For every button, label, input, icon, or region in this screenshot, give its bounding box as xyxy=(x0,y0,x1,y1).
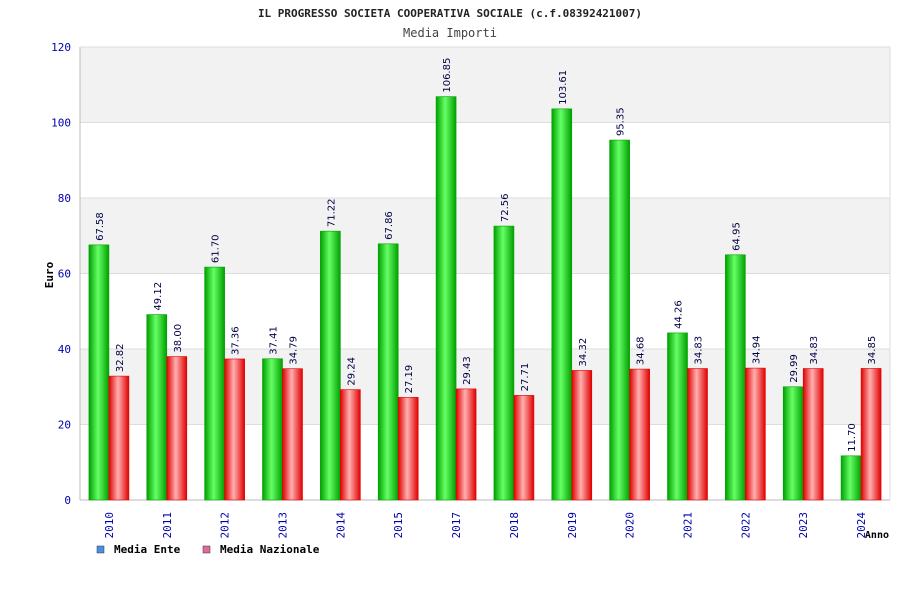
y-tick-label: 0 xyxy=(64,494,71,507)
bar-media-ente xyxy=(667,332,688,501)
x-tick-label: 2019 xyxy=(566,512,579,539)
data-label-media-ente: 37.41 xyxy=(269,326,280,355)
bar-media-nazionale xyxy=(282,368,303,501)
bar-media-nazionale xyxy=(513,395,535,501)
bar-media-nazionale xyxy=(571,370,593,501)
data-label-media-ente: 11.70 xyxy=(847,423,858,452)
bar-media-ente xyxy=(146,314,168,501)
bar-media-nazionale xyxy=(455,388,477,501)
y-tick-label: 60 xyxy=(58,268,71,281)
data-label-media-nazionale: 34.79 xyxy=(289,336,300,365)
data-label-media-ente: 61.70 xyxy=(211,234,222,263)
x-tick-label: 2015 xyxy=(392,512,405,539)
data-label-media-nazionale: 32.82 xyxy=(115,343,126,372)
x-tick-label: 2018 xyxy=(508,512,521,539)
data-label-media-ente: 67.86 xyxy=(384,211,395,240)
data-label-media-nazionale: 34.94 xyxy=(751,335,762,364)
bar-media-ente xyxy=(782,386,804,501)
data-label-media-nazionale: 37.36 xyxy=(231,326,242,355)
data-label-media-nazionale: 34.83 xyxy=(809,336,820,365)
x-tick-label: 2012 xyxy=(219,512,232,539)
data-label-media-ente: 44.26 xyxy=(674,300,685,329)
legend-swatch-media-nazionale xyxy=(202,545,211,554)
x-tick-label: 2013 xyxy=(277,512,290,539)
bar-media-ente xyxy=(609,139,630,501)
data-label-media-ente: 29.99 xyxy=(789,354,800,383)
bar-media-nazionale xyxy=(340,389,361,501)
bar-media-ente xyxy=(88,244,110,501)
grid-band xyxy=(80,424,890,500)
legend-label-media-nazionale: Media Nazionale xyxy=(220,543,320,556)
bar-media-ente xyxy=(725,254,746,501)
data-label-media-ente: 67.58 xyxy=(95,212,106,241)
data-label-media-ente: 71.22 xyxy=(326,199,337,228)
x-tick-label: 2010 xyxy=(103,512,116,539)
bar-media-ente xyxy=(551,108,573,501)
bar-media-ente xyxy=(493,225,515,501)
y-tick-label: 100 xyxy=(51,117,71,130)
bar-media-nazionale xyxy=(629,368,650,501)
bar-media-ente xyxy=(435,96,457,501)
data-label-media-ente: 49.12 xyxy=(153,282,164,311)
chart-title: IL PROGRESSO SOCIETA COOPERATIVA SOCIALE… xyxy=(258,7,642,20)
bar-media-ente xyxy=(840,455,862,501)
legend-swatch-media-ente xyxy=(96,545,105,554)
data-label-media-nazionale: 29.24 xyxy=(346,357,357,386)
data-label-media-ente: 64.95 xyxy=(731,222,742,251)
x-tick-label: 2017 xyxy=(450,512,463,539)
data-label-media-nazionale: 27.19 xyxy=(404,365,415,394)
data-label-media-nazionale: 34.68 xyxy=(636,336,647,365)
y-tick-label: 80 xyxy=(58,192,71,205)
data-label-media-nazionale: 29.43 xyxy=(462,356,473,385)
grid-band xyxy=(80,273,890,349)
x-tick-label: 2020 xyxy=(624,512,637,539)
bar-media-ente xyxy=(320,230,341,501)
legend-label-media-ente: Media Ente xyxy=(114,543,181,556)
grid-band xyxy=(80,198,890,274)
x-tick-label: 2024 xyxy=(855,512,868,539)
y-tick-label: 40 xyxy=(58,343,71,356)
x-tick-label: 2021 xyxy=(682,512,695,539)
bar-media-nazionale xyxy=(166,356,188,501)
data-label-media-nazionale: 34.32 xyxy=(578,338,589,367)
bar-media-ente xyxy=(377,243,399,501)
data-label-media-nazionale: 27.71 xyxy=(520,363,531,392)
data-label-media-ente: 103.61 xyxy=(558,70,569,105)
grid-band xyxy=(80,47,890,123)
data-label-media-nazionale: 34.85 xyxy=(867,336,878,365)
bar-media-nazionale xyxy=(397,397,419,501)
y-tick-label: 20 xyxy=(58,419,71,432)
data-label-media-nazionale: 38.00 xyxy=(173,324,184,353)
y-axis-label: Euro xyxy=(43,261,56,288)
bar-media-nazionale xyxy=(108,375,130,501)
data-label-media-ente: 106.85 xyxy=(442,58,453,93)
grid-band xyxy=(80,349,890,425)
data-label-media-ente: 95.35 xyxy=(616,107,627,136)
bar-media-nazionale xyxy=(224,358,245,501)
bar-media-nazionale xyxy=(745,367,766,501)
x-tick-label: 2022 xyxy=(739,512,752,539)
x-tick-label: 2011 xyxy=(161,512,174,539)
data-label-media-ente: 72.56 xyxy=(500,193,511,222)
grid-band xyxy=(80,122,890,198)
x-tick-label: 2023 xyxy=(797,512,810,539)
x-axis-label: Anno xyxy=(865,530,889,541)
bar-media-nazionale xyxy=(687,368,708,501)
plot-area: 0 20 40 60 80 100 120 67.58 32.82 2010 49.12 38.00 2… xyxy=(51,41,891,539)
bar-media-ente xyxy=(204,266,225,501)
data-label-media-nazionale: 34.83 xyxy=(694,336,705,365)
bar-media-nazionale xyxy=(860,368,882,501)
legend: Media Ente Media Nazionale xyxy=(96,543,320,556)
bar-media-ente xyxy=(262,358,283,501)
x-tick-label: 2014 xyxy=(334,512,347,539)
bar-media-nazionale xyxy=(802,368,824,501)
y-tick-label: 120 xyxy=(51,41,71,54)
chart-subtitle: Media Importi xyxy=(403,26,497,40)
